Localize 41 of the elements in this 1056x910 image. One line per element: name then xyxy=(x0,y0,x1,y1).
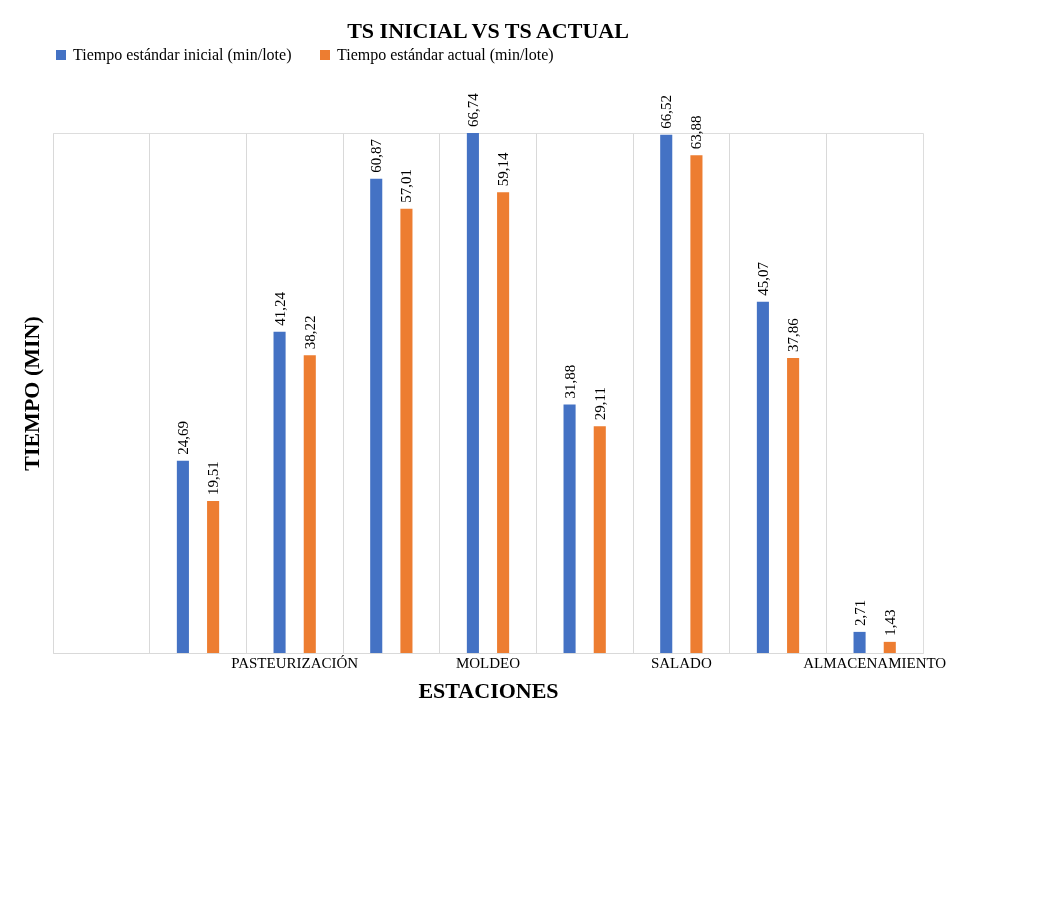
bar xyxy=(690,155,703,653)
bar xyxy=(497,192,510,653)
data-label: 59,14 xyxy=(495,151,512,187)
data-label: 41,24 xyxy=(271,291,288,326)
chart-title: TS INICIAL VS TS ACTUAL xyxy=(347,18,629,43)
bar xyxy=(303,355,316,653)
data-label: 63,88 xyxy=(688,115,705,150)
data-label: 1,43 xyxy=(881,609,898,636)
data-label: 66,52 xyxy=(658,94,675,129)
data-label: 29,11 xyxy=(591,386,608,421)
bar xyxy=(466,133,479,653)
bar xyxy=(563,404,576,653)
data-label: 37,86 xyxy=(785,317,802,353)
data-label: 66,74 xyxy=(464,92,481,127)
data-label: 57,01 xyxy=(398,169,415,203)
data-label: 2,71 xyxy=(851,599,868,626)
data-label: 24,69 xyxy=(174,420,191,455)
bar xyxy=(756,301,769,653)
legend-label: Tiempo estándar inicial (min/lote) xyxy=(73,46,292,64)
bar xyxy=(370,178,383,653)
data-label: 19,51 xyxy=(205,461,222,495)
bar xyxy=(660,134,673,653)
bar xyxy=(176,460,189,653)
data-label: 45,07 xyxy=(754,261,771,296)
bar xyxy=(593,426,606,653)
data-label: 60,87 xyxy=(368,138,385,173)
bar xyxy=(400,208,413,653)
bar xyxy=(787,358,800,653)
legend-label: Tiempo estándar actual (min/lote) xyxy=(337,46,554,64)
x-tick-label: MOLDEO xyxy=(455,654,521,671)
data-label: 38,22 xyxy=(301,315,318,350)
bar xyxy=(207,500,220,653)
y-axis-title: TIEMPO (MIN) xyxy=(18,316,44,471)
x-tick-label: PASTEURIZACIÓN xyxy=(231,654,359,671)
x-tick-label: SALADO xyxy=(650,654,712,671)
bar xyxy=(883,641,896,653)
x-axis-title: ESTACIONES xyxy=(418,677,559,703)
data-label: 31,88 xyxy=(561,364,578,399)
x-tick-label: ALMACENAMIENTO xyxy=(803,654,947,671)
bar xyxy=(273,331,286,653)
bar xyxy=(853,631,866,653)
